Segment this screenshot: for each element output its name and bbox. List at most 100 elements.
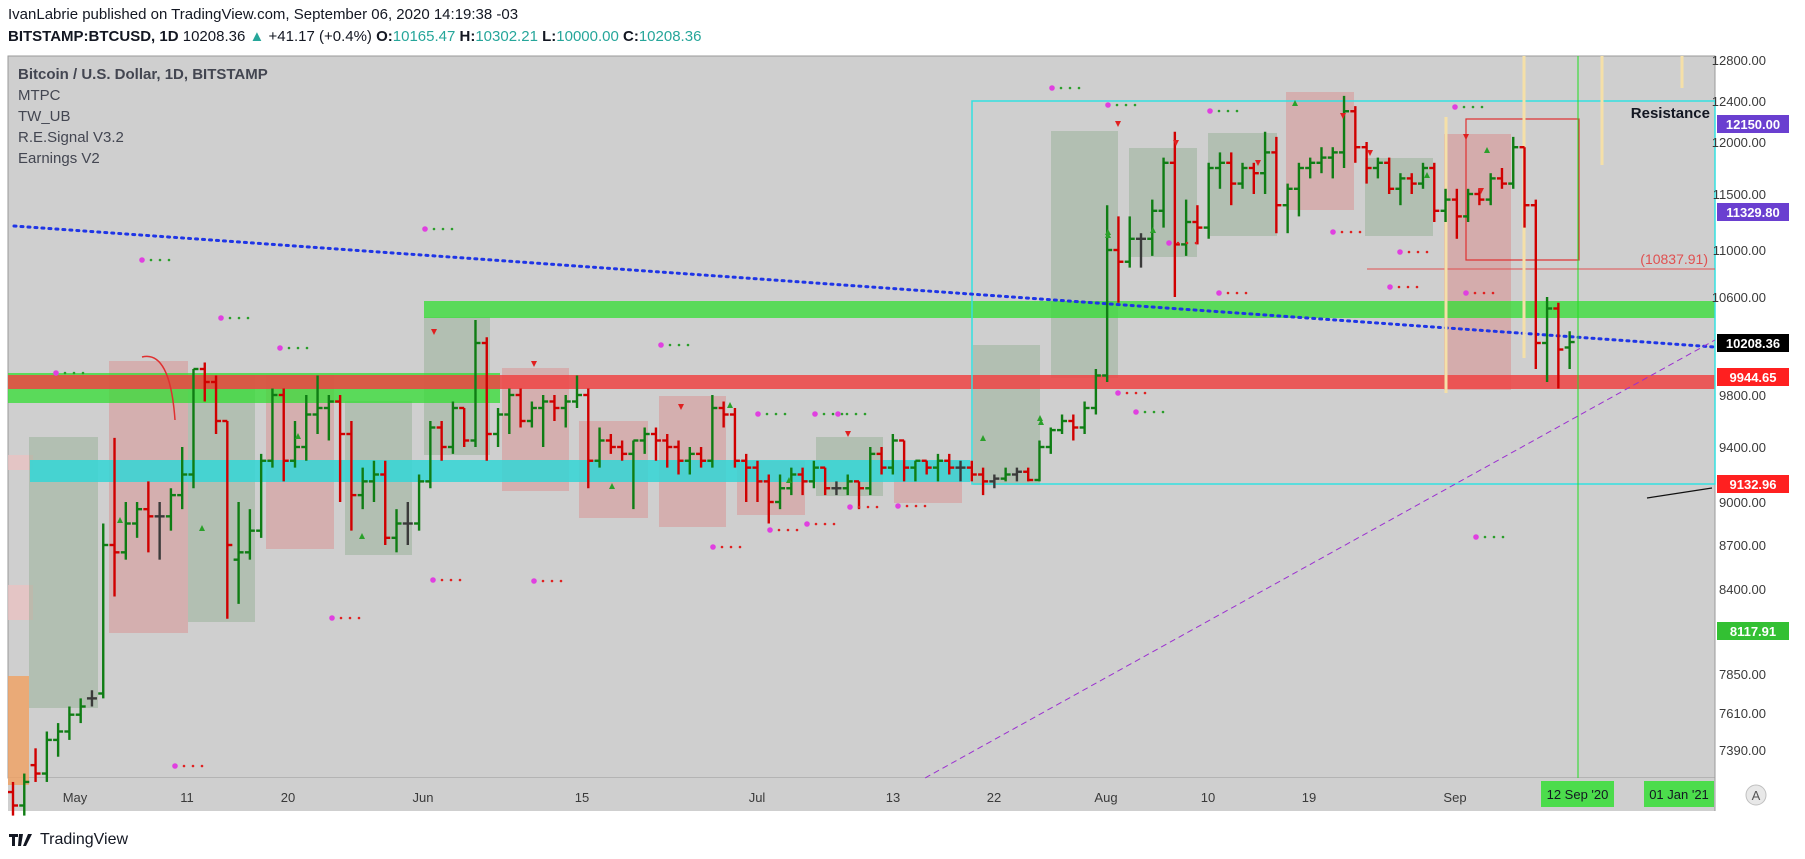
candle-jun-19: [673, 440, 684, 475]
price-tick-label: 11500.00: [1713, 187, 1766, 202]
auto-scale-circle[interactable]: [1745, 784, 1767, 806]
indicator-mtpc[interactable]: MTPC: [18, 87, 61, 104]
signal-trail-dot: [348, 616, 352, 620]
signal-marker: [1166, 240, 1198, 246]
signal-marker: [172, 763, 204, 769]
time-special-bg: [1541, 781, 1614, 807]
signal-triangle-down-icon: [431, 329, 437, 335]
signal-triangle-up-icon: [1292, 100, 1298, 106]
candle-jun-29: [786, 467, 797, 496]
signal-dot: [847, 504, 853, 510]
signal-trail-dot: [357, 616, 361, 620]
candle-may-05: [165, 488, 176, 531]
signal-dot: [277, 345, 283, 351]
signal-trail-dot: [854, 412, 858, 416]
signal-trail-dot: [720, 545, 724, 549]
signal-trail-dot: [832, 522, 836, 526]
candle-apr-27: [75, 698, 86, 724]
signal-triangle-up-icon: [1150, 227, 1156, 233]
signal-trail-dot: [1143, 391, 1147, 395]
signal-marker: [1105, 102, 1137, 108]
tradingview-logo-icon: [9, 834, 32, 846]
candle-jul-26: [1090, 369, 1101, 415]
signal-triangle-down-icon: [678, 404, 684, 410]
candle-jun-01: [470, 320, 481, 447]
candle-jun-26: [752, 460, 763, 502]
candle-jun-06: [526, 401, 537, 428]
candle-aug-23: [1406, 173, 1417, 194]
signal-trail-dot: [458, 578, 462, 582]
price-tick-label: 11000.00: [1713, 243, 1766, 258]
candle-apr-26: [64, 706, 75, 740]
candle-jun-10: [572, 375, 582, 408]
signal-trail-dot: [305, 346, 309, 350]
candle-may-22: [357, 467, 368, 510]
candle-jul-21: [1034, 440, 1045, 482]
candle-aug-19: [1361, 142, 1372, 184]
signal-triangle-up-icon: [1037, 415, 1043, 421]
candle-may-03: [143, 481, 154, 553]
range-box-3: [188, 375, 255, 622]
indicator-tw-ub[interactable]: TW_UB: [18, 108, 71, 125]
signal-marker: [430, 577, 462, 583]
brand-label: TradingView: [40, 831, 129, 848]
signal-marker: [277, 345, 309, 351]
candle-jun-09: [560, 395, 571, 428]
signal-trail-dot: [441, 227, 445, 231]
candle-jul-02: [820, 466, 831, 496]
signal-trail-dot: [72, 371, 76, 375]
candle-aug-16: [1327, 147, 1338, 179]
signal-dot: [812, 411, 818, 417]
signal-marker: [1049, 85, 1081, 91]
price-label-9944-65: 9944.65: [1717, 368, 1789, 386]
price-axis[interactable]: [1715, 56, 1799, 778]
range-box-1: [29, 437, 98, 708]
time-axis[interactable]: [8, 778, 1715, 811]
open-label: O:: [376, 28, 393, 45]
candle-aug-07: [1226, 152, 1237, 206]
candle-apr-24: [41, 731, 52, 782]
price-label-bg: [1717, 622, 1789, 640]
candle-sep-02: [1519, 145, 1530, 228]
signal-trail-dot: [1115, 103, 1119, 107]
candle-jul-30: [1136, 233, 1146, 268]
time-special-label: 01 Jan '21: [1644, 781, 1714, 807]
signal-triangle-down-icon: [1340, 113, 1346, 119]
price-label-9132-96: 9132.96: [1717, 475, 1789, 493]
candle-jun-25: [741, 453, 752, 502]
signal-dot: [53, 370, 59, 376]
candle-apr-28: [86, 690, 97, 707]
candle-may-26: [402, 502, 413, 545]
level-10837-label: (10837.91): [1640, 251, 1708, 267]
signal-trail-dot: [1397, 285, 1401, 289]
candle-aug-31: [1496, 168, 1507, 189]
black-pointer-line: [1646, 487, 1713, 499]
indicator-re-signal[interactable]: R.E.Signal V3.2: [18, 129, 124, 146]
signal-dot: [1216, 290, 1222, 296]
range-box-18: [1365, 158, 1433, 236]
signal-marker: [812, 411, 844, 417]
signal-trail-dot: [1406, 285, 1410, 289]
signal-trail-dot: [246, 316, 250, 320]
signal-trail-dot: [1143, 410, 1147, 414]
signal-trail-dot: [432, 227, 436, 231]
candle-jun-24: [729, 408, 740, 468]
signal-trail-dot: [774, 412, 778, 416]
red-arc-arrow: [141, 355, 176, 421]
indicator-earnings[interactable]: Earnings V2: [18, 150, 100, 167]
signal-marker: [1216, 290, 1248, 296]
signal-trail-dot: [845, 412, 849, 416]
candle-jul-20: [1023, 467, 1034, 482]
candle-sep-01: [1508, 136, 1519, 189]
candle-aug-11: [1271, 136, 1282, 234]
candle-sep-03: [1530, 199, 1541, 369]
auto-scale-button[interactable]: A: [1745, 784, 1767, 806]
candle-aug-26: [1440, 188, 1451, 222]
signal-trail-dot: [686, 343, 690, 347]
candle-jul-18: [1000, 467, 1011, 482]
signal-trail-dot: [1077, 86, 1081, 90]
candle-may-25: [391, 509, 402, 553]
candle-jul-07: [876, 447, 887, 475]
candle-jul-10: [910, 459, 921, 482]
